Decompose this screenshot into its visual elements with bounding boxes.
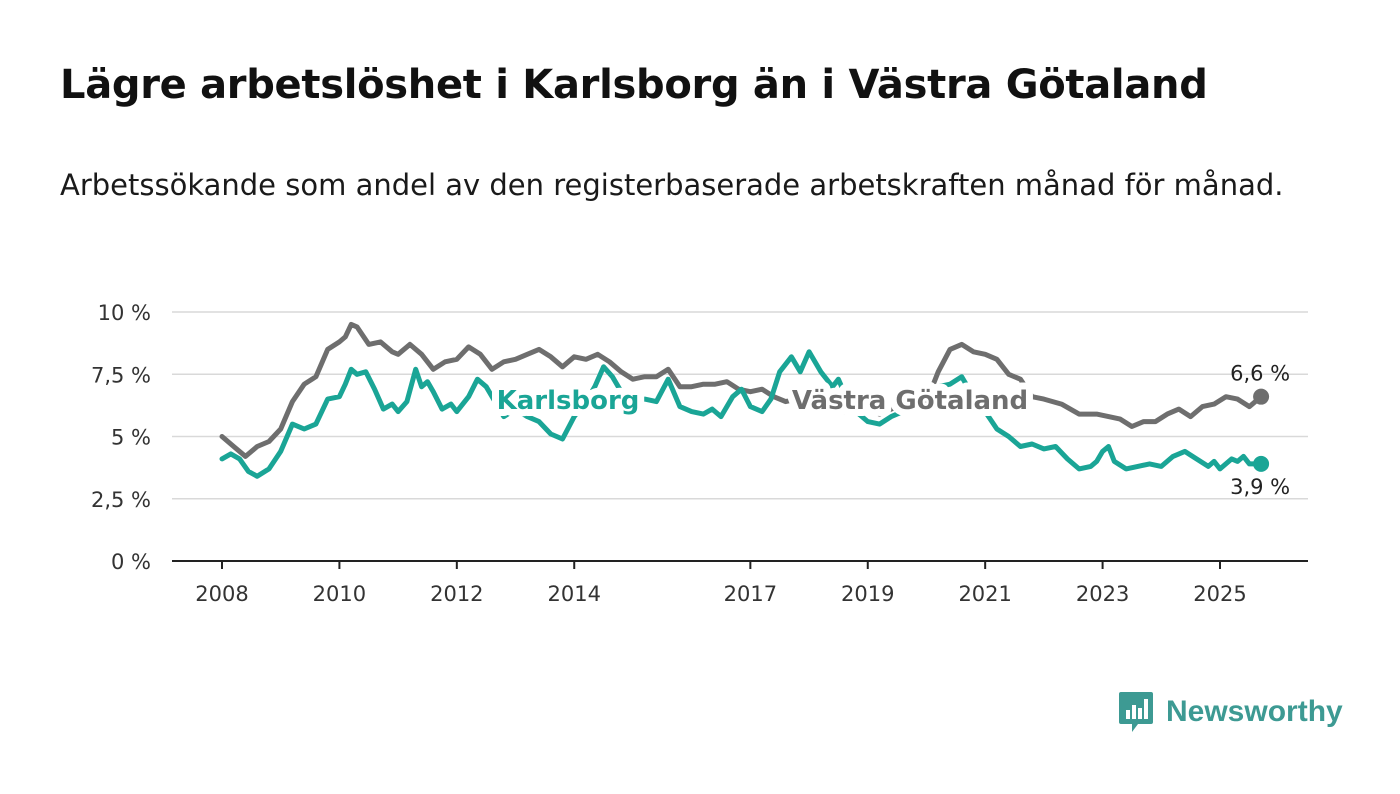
x-axis-ticks: 2008 2010 2012 2014 2017 2019 2021 2023 2025 [195, 561, 1247, 606]
end-value-label-vastra-gotaland: 6,6 % [1230, 362, 1290, 386]
newsworthy-logo: Newsworthy [1118, 690, 1343, 734]
series-name-label-vastra-gotaland: Västra Götaland [792, 386, 1028, 416]
x-tick-label-8: 2025 [1193, 582, 1246, 606]
series-name-label-karlsborg: Karlsborg [497, 386, 640, 416]
chart-title: Lägre arbetslöshet i Karlsborg än i Väst… [60, 62, 1208, 108]
y-tick-label-1: 2,5 % [91, 488, 151, 512]
series-lines [219, 321, 1270, 479]
gridlines [172, 311, 1308, 562]
x-tick-label-3: 2014 [548, 582, 601, 606]
x-tick-label-7: 2023 [1076, 582, 1129, 606]
series-line-vastra-gotaland [219, 321, 1264, 459]
y-tick-label-0: 0 % [111, 550, 151, 574]
y-tick-label-4: 10 % [98, 301, 151, 325]
chart-subtitle: Arbetssökande som andel av den registerb… [60, 168, 1284, 202]
end-value-label-karlsborg: 3,9 % [1230, 475, 1290, 499]
x-tick-label-6: 2021 [958, 582, 1011, 606]
y-tick-label-2: 5 % [111, 426, 151, 450]
end-point-vastra-gotaland [1253, 388, 1270, 405]
end-point-karlsborg [1253, 455, 1270, 472]
y-axis-ticks: 0 % 2,5 % 5 % 7,5 % 10 % [91, 301, 151, 574]
x-tick-label-2: 2012 [430, 582, 483, 606]
newsworthy-logo-icon [1119, 692, 1153, 732]
series-labels: 6,6 % 3,9 % Karlsborg Västra Götaland [490, 362, 1291, 499]
y-tick-label-3: 7,5 % [91, 363, 151, 387]
series-line-karlsborg [219, 349, 1264, 479]
x-tick-label-5: 2019 [841, 582, 894, 606]
x-tick-label-4: 2017 [724, 582, 777, 606]
x-tick-label-0: 2008 [195, 582, 248, 606]
x-tick-label-1: 2010 [313, 582, 366, 606]
newsworthy-logo-text: Newsworthy [1166, 695, 1343, 728]
